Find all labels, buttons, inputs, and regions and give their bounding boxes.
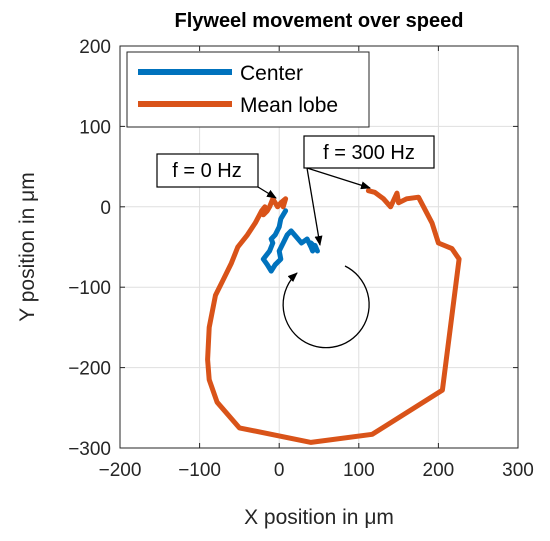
chart-title: Flyweel movement over speed (174, 10, 463, 32)
annotation-f0: f = 0 Hz (156, 153, 277, 199)
annotation-f0-arrow (257, 186, 277, 199)
annotation-f0-text: f = 0 Hz (172, 160, 241, 182)
y-tick-label: −300 (68, 439, 111, 460)
annotation-f300-arrow-2 (306, 167, 371, 190)
y-tick-label: 100 (79, 117, 111, 138)
x-tick-label: −100 (178, 460, 221, 481)
x-tick-label: 300 (502, 460, 534, 481)
y-tick-label: −200 (68, 359, 111, 380)
y-tick-label: −100 (68, 278, 111, 299)
x-tick-label: −200 (99, 460, 142, 481)
rotation-arrow-icon (282, 265, 370, 349)
legend-label-mean-lobe: Mean lobe (240, 94, 338, 117)
legend-box (126, 51, 370, 128)
y-tick-label: 200 (79, 37, 111, 58)
legend: Center Mean lobe (126, 51, 370, 128)
ticks (119, 45, 519, 449)
series-layer (205, 188, 462, 445)
annotation-f300-box (303, 135, 435, 169)
x-axis-title: X position in μm (244, 506, 394, 529)
x-tick-label: 100 (343, 460, 375, 481)
legend-label-center: Center (240, 62, 303, 85)
series-line-mean-lobe (205, 188, 462, 445)
x-tick-label: 0 (274, 460, 285, 481)
x-tick-label: 200 (423, 460, 455, 481)
plot-frame (119, 45, 519, 449)
y-axis-title: Y position in μm (16, 172, 39, 321)
annotation-f300-text: f = 300 Hz (323, 142, 415, 164)
y-tick-label: 0 (100, 198, 111, 219)
annotation-f300: f = 300 Hz (303, 135, 435, 246)
annotation-f0-box (156, 153, 259, 188)
annotation-f300-arrow-1 (306, 167, 323, 246)
series-line-center (260, 208, 320, 274)
